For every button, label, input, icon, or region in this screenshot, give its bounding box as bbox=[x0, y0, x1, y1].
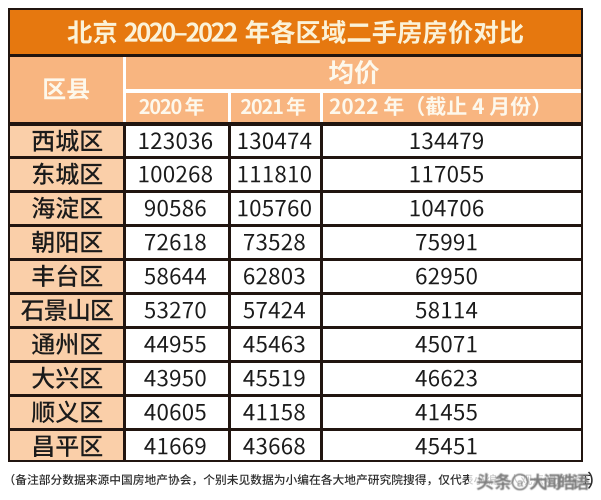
svg-text:a: a bbox=[517, 478, 524, 490]
